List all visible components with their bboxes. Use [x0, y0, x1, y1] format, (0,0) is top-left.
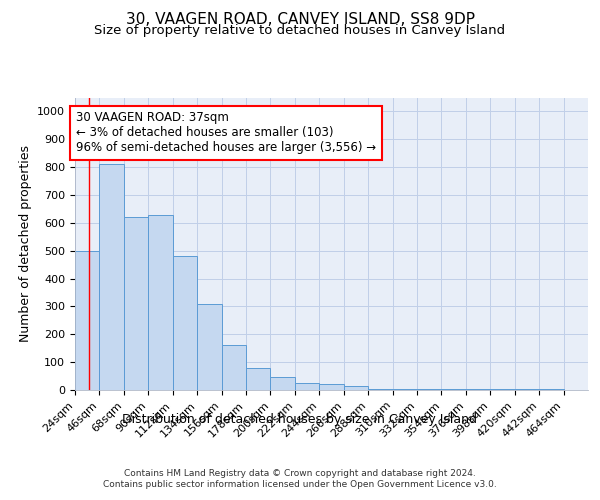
- Text: Size of property relative to detached houses in Canvey Island: Size of property relative to detached ho…: [94, 24, 506, 37]
- Text: 30 VAAGEN ROAD: 37sqm
← 3% of detached houses are smaller (103)
96% of semi-deta: 30 VAAGEN ROAD: 37sqm ← 3% of detached h…: [76, 112, 376, 154]
- Bar: [75, 250, 100, 390]
- Bar: [442, 388, 466, 390]
- Text: Distribution of detached houses by size in Canvey Island: Distribution of detached houses by size …: [122, 412, 478, 426]
- Bar: [197, 304, 221, 390]
- Bar: [148, 214, 173, 390]
- Bar: [221, 346, 246, 390]
- Bar: [539, 388, 563, 390]
- Bar: [466, 388, 490, 390]
- Text: 30, VAAGEN ROAD, CANVEY ISLAND, SS8 9DP: 30, VAAGEN ROAD, CANVEY ISLAND, SS8 9DP: [125, 12, 475, 28]
- Bar: [490, 388, 515, 390]
- Bar: [271, 378, 295, 390]
- Y-axis label: Number of detached properties: Number of detached properties: [19, 145, 32, 342]
- Bar: [246, 368, 271, 390]
- Bar: [100, 164, 124, 390]
- Bar: [417, 388, 442, 390]
- Text: Contains public sector information licensed under the Open Government Licence v3: Contains public sector information licen…: [103, 480, 497, 489]
- Text: Contains HM Land Registry data © Crown copyright and database right 2024.: Contains HM Land Registry data © Crown c…: [124, 469, 476, 478]
- Bar: [344, 386, 368, 390]
- Bar: [319, 384, 344, 390]
- Bar: [392, 388, 417, 390]
- Bar: [295, 383, 319, 390]
- Bar: [368, 388, 392, 390]
- Bar: [515, 388, 539, 390]
- Bar: [173, 256, 197, 390]
- Bar: [124, 218, 148, 390]
